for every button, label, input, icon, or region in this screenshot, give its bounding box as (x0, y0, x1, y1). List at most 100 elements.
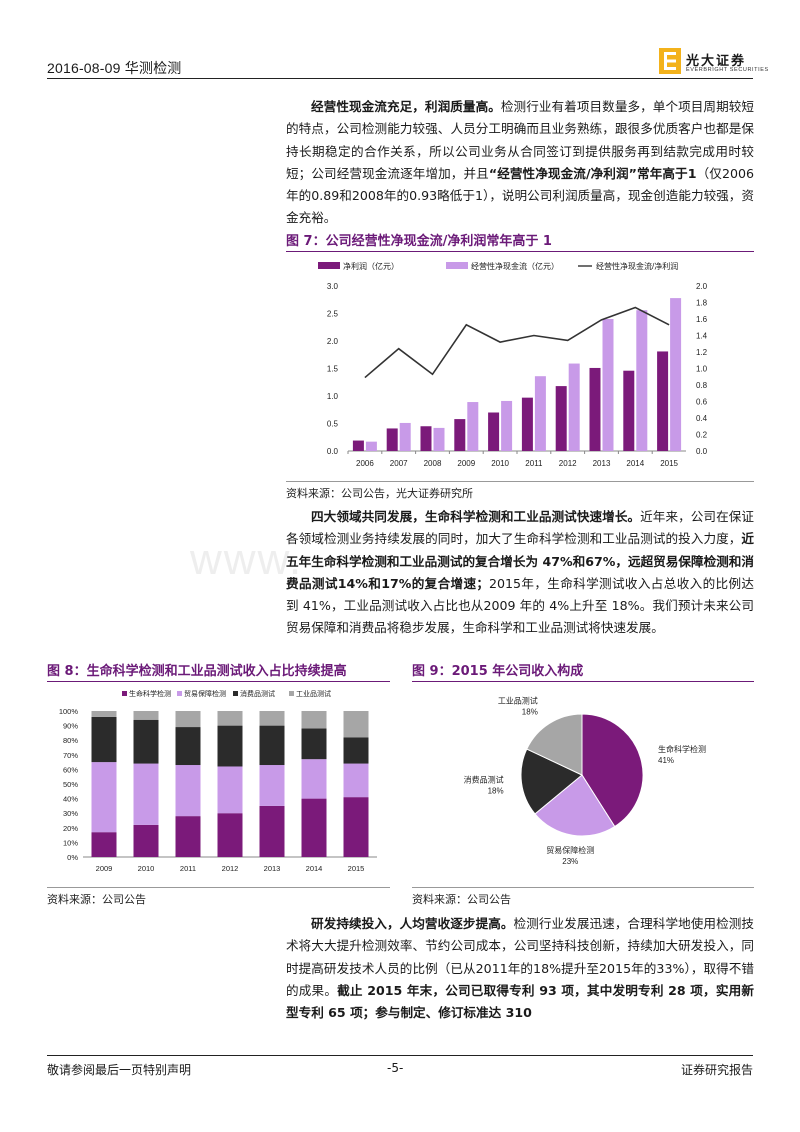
fig9-title-rule (412, 681, 754, 682)
fig8-chart: 生命科学检测 贸易保障检测 消费品测试 工业品测试 0% 10% 20% 30% 40% 50%… (59, 689, 377, 873)
stacked-bar-segment (133, 711, 159, 720)
fig9-source: 资料来源：公司公告 (412, 893, 511, 906)
stacked-bar-segment (301, 759, 327, 799)
bar-net-profit (555, 386, 567, 451)
bar-net-profit (521, 397, 533, 451)
ytick-label: 50% (63, 780, 78, 789)
stacked-bar-segment (301, 728, 327, 760)
xtick-label: 2010 (491, 459, 509, 468)
ytick-label: 3.0 (327, 282, 339, 291)
stacked-bar-segment (133, 719, 159, 764)
y2tick-label: 0.0 (696, 447, 708, 456)
y2tick-label: 0.4 (696, 414, 708, 423)
pie-label-value: 23% (562, 857, 578, 866)
fig9-bottom-rule (412, 887, 754, 888)
bar-net-profit (454, 419, 466, 451)
y2tick-label: 1.4 (696, 332, 708, 341)
legend-swatch (289, 691, 294, 696)
ytick-label: 0.5 (327, 420, 339, 429)
legend-swatch (446, 262, 468, 269)
fig8-title-rule (47, 681, 390, 682)
pie-label-value: 41% (658, 756, 674, 765)
para1-text: 检测行业有着项目数量多，单个项目周期较短的特点，公司检测能力较强、人员分工明确而… (286, 99, 755, 181)
para2-text-2: 2015年，生命科学测试收入占总收入的比例达到 41%，工业品测试收入占比也从2… (286, 575, 754, 636)
pie-label-value: 18% (488, 786, 504, 795)
ytick-label: 100% (59, 707, 79, 716)
stacked-bar-segment (343, 797, 369, 857)
bar-operating-cashflow (399, 422, 411, 451)
stacked-bar-segment (175, 765, 201, 817)
ytick-label: 10% (63, 838, 78, 847)
stacked-bar-segment (301, 711, 327, 729)
legend-swatch (318, 262, 340, 269)
fig9-chart: 生命科学检测 41% 贸易保障检测 23% 消费品测试 18% 工业品测试 18% (464, 696, 706, 866)
xtick-label: 2011 (180, 864, 196, 873)
para1-bold-lead: 经营性现金流充足，利润质量高。 (311, 99, 501, 114)
logo-text-en: EVERBRIGHT SECURITIES (686, 67, 769, 73)
bar-net-profit (589, 367, 601, 451)
fig8-bottom-rule (47, 887, 390, 888)
legend-label: 生命科学检测 (129, 689, 171, 698)
fig8-source: 资料来源：公司公告 (47, 893, 146, 906)
ytick-label: 80% (63, 736, 78, 745)
fig8-title: 图 8：生命科学检测和工业品测试收入占比持续提高 (47, 664, 347, 679)
bar-operating-cashflow (568, 363, 580, 451)
y2tick-label: 0.6 (696, 398, 708, 407)
legend-swatch (233, 691, 238, 696)
pie-label-name: 贸易保障检测 (546, 845, 594, 855)
stacked-bar-segment (259, 765, 285, 806)
xtick-label: 2013 (264, 864, 281, 873)
legend-swatch (122, 691, 127, 696)
bar-operating-cashflow (433, 427, 445, 451)
para3-bold-lead: 研发持续投入，人均营收逐步提高。 (311, 916, 514, 931)
stacked-bar-segment (133, 763, 159, 825)
para1-text-2: （仅2006年的0.89和2008年的0.93略低于1），说明公司利润质量高，现… (286, 165, 754, 226)
legend-label: 净利润（亿元） (343, 261, 399, 271)
ytick-label: 60% (63, 765, 78, 774)
everbright-logo-icon (659, 48, 681, 74)
fig9-title: 图 9：2015 年公司收入构成 (412, 664, 584, 679)
para3-bold-2: 截止 2015 年末，公司已取得专利 93 项，其中发明专利 28 项，实用新型… (286, 982, 754, 1021)
ytick-label: 2.0 (327, 337, 339, 346)
legend-label: 贸易保障检测 (184, 689, 226, 698)
y2tick-label: 0.2 (696, 431, 708, 440)
stacked-bar-segment (91, 832, 117, 857)
legend-label: 消费品测试 (240, 689, 275, 698)
legend-label: 经营性净现金流（亿元） (471, 261, 559, 271)
y2tick-label: 1.0 (696, 365, 708, 374)
footer-page-number: -5- (387, 1061, 404, 1075)
fig7-title-rule (286, 251, 754, 252)
fig7-source: 资料来源：公司公告，光大证券研究所 (286, 487, 473, 500)
footer-disclaimer: 敬请参阅最后一页特别声明 (47, 1063, 192, 1077)
xtick-label: 2014 (306, 864, 323, 873)
pie-slice (520, 748, 583, 815)
bar-operating-cashflow (467, 402, 479, 451)
bar-net-profit (657, 351, 669, 451)
stacked-bar-segment (343, 737, 369, 764)
paragraph-cashflow: 经营性现金流充足，利润质量高。检测行业有着项目数量多，单个项目周期较短的特点，公… (286, 96, 754, 230)
stacked-bar-segment (175, 816, 201, 857)
paragraph-four-fields: 四大领域共同发展，生命科学检测和工业品测试快速增长。近年来，公司在保证各领域检测… (286, 506, 754, 640)
stacked-bar-segment (91, 716, 117, 763)
xtick-label: 2010 (138, 864, 155, 873)
stacked-bar-segment (91, 711, 117, 717)
pie-slice (526, 713, 583, 776)
pie-label-name: 工业品测试 (498, 696, 538, 706)
xtick-label: 2015 (348, 864, 365, 873)
bar-net-profit (420, 426, 432, 451)
stacked-bar-segment (259, 711, 285, 726)
stacked-bar-segment (217, 813, 243, 857)
para2-bold-lead: 四大领域共同发展，生命科学检测和工业品测试快速增长。 (311, 509, 641, 524)
pie-label-name: 消费品测试 (464, 774, 504, 784)
stacked-bar-segment (217, 711, 243, 726)
paragraph-rnd: 研发持续投入，人均营收逐步提高。检测行业发展迅速，合理科学地使用检测技术将大大提… (286, 913, 754, 1024)
ytick-label: 20% (63, 824, 78, 833)
xtick-label: 2008 (424, 459, 442, 468)
y2tick-label: 2.0 (696, 282, 708, 291)
bar-operating-cashflow (501, 400, 513, 451)
watermark: www. (190, 535, 304, 584)
stacked-bar-segment (91, 762, 117, 833)
footer-report-type: 证券研究报告 (681, 1063, 754, 1077)
bar-operating-cashflow (534, 376, 546, 451)
xtick-label: 2007 (390, 459, 408, 468)
